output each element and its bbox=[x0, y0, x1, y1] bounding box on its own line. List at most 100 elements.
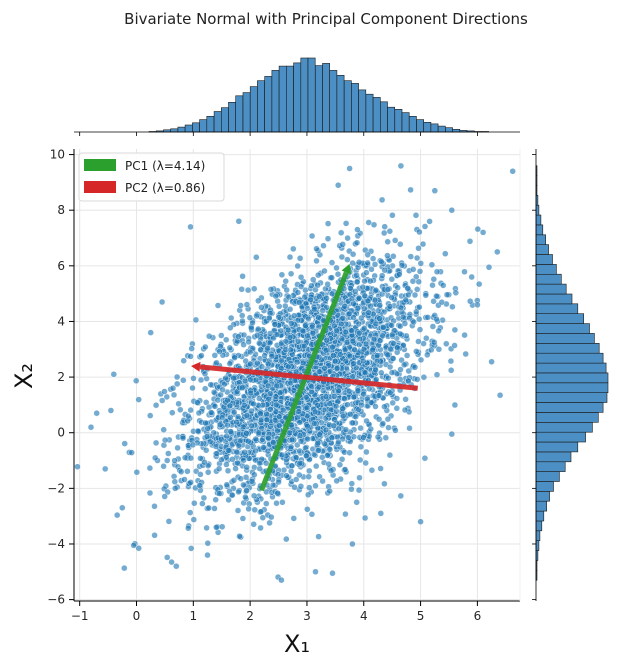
scatter-point bbox=[190, 516, 198, 523]
scatter-point bbox=[313, 245, 320, 253]
scatter-point bbox=[294, 262, 301, 270]
scatter-point bbox=[187, 353, 194, 360]
scatter-point bbox=[369, 255, 377, 262]
scatter-point bbox=[402, 296, 409, 304]
scatter-point bbox=[218, 332, 225, 339]
scatter-point bbox=[255, 297, 262, 304]
scatter-point bbox=[406, 425, 413, 432]
scatter-point bbox=[239, 317, 246, 325]
scatter-point bbox=[250, 492, 258, 499]
scatter-point bbox=[322, 393, 330, 400]
scatter-point bbox=[252, 376, 260, 384]
scatter-point bbox=[187, 454, 195, 462]
scatter-point bbox=[345, 388, 353, 395]
scatter-point bbox=[248, 422, 255, 430]
scatter-point bbox=[165, 450, 172, 457]
legend: PC1 (λ=4.14) PC2 (λ=0.86) bbox=[78, 152, 225, 202]
scatter-point bbox=[188, 345, 195, 352]
marginal-x-bar bbox=[249, 86, 258, 133]
scatter-point bbox=[202, 419, 209, 427]
scatter-point bbox=[300, 359, 307, 367]
scatter-point bbox=[373, 357, 381, 365]
scatter-point bbox=[87, 424, 95, 431]
x-tick-label: 2 bbox=[246, 609, 254, 623]
scatter-point bbox=[304, 435, 311, 443]
scatter-point bbox=[411, 364, 419, 371]
scatter-point bbox=[332, 358, 339, 365]
scatter-point bbox=[273, 401, 280, 408]
scatter-point bbox=[278, 576, 285, 584]
marginal-y-bar bbox=[535, 323, 590, 334]
y-tick-label: 8 bbox=[57, 203, 65, 217]
scatter-point bbox=[243, 487, 250, 494]
scatter-point bbox=[435, 346, 443, 353]
scatter-point bbox=[479, 229, 487, 236]
scatter-point bbox=[294, 338, 302, 345]
scatter-point bbox=[389, 331, 396, 339]
scatter-point bbox=[341, 346, 349, 353]
pc2-arrow-shaft bbox=[199, 364, 418, 391]
scatter-point bbox=[299, 327, 306, 335]
scatter-point bbox=[426, 218, 433, 225]
scatter-point bbox=[353, 272, 360, 279]
scatter-point bbox=[421, 455, 429, 462]
scatter-point bbox=[194, 399, 201, 406]
scatter-point bbox=[297, 274, 305, 281]
scatter-point bbox=[202, 399, 210, 406]
marginal-y-bar bbox=[535, 402, 604, 413]
scatter-point bbox=[267, 286, 275, 293]
scatter-point bbox=[189, 441, 197, 449]
scatter-point bbox=[241, 449, 248, 456]
scatter-point bbox=[509, 168, 516, 175]
scatter-point bbox=[396, 271, 403, 278]
x-tick-label: 1 bbox=[189, 609, 197, 623]
scatter-point bbox=[415, 245, 422, 252]
scatter-point bbox=[433, 292, 440, 300]
scatter-point bbox=[267, 406, 274, 413]
scatter-point bbox=[264, 345, 271, 352]
scatter-point bbox=[240, 341, 247, 348]
scatter-point bbox=[283, 535, 290, 543]
scatter-point bbox=[257, 346, 264, 353]
scatter-point bbox=[341, 395, 348, 402]
scatter-point bbox=[314, 282, 321, 289]
scatter-point bbox=[146, 412, 154, 419]
scatter-point bbox=[314, 402, 321, 409]
scatter-point bbox=[372, 403, 379, 410]
scatter-point bbox=[316, 293, 323, 300]
marginal-x-bar bbox=[278, 65, 287, 133]
scatter-point bbox=[306, 484, 313, 491]
scatter-point bbox=[321, 440, 328, 448]
scatter-point bbox=[309, 330, 317, 337]
scatter-point bbox=[296, 460, 304, 467]
scatter-point bbox=[316, 368, 323, 375]
scatter-point bbox=[257, 410, 264, 417]
scatter-point bbox=[344, 401, 351, 408]
scatter-point bbox=[364, 251, 371, 259]
scatter-point bbox=[135, 545, 142, 552]
scatter-point bbox=[163, 457, 171, 464]
scatter-point bbox=[268, 513, 275, 521]
marginal-x-bar bbox=[408, 116, 417, 133]
scatter-point bbox=[358, 401, 365, 409]
scatter-point bbox=[386, 363, 394, 371]
pc1-arrow-head bbox=[341, 263, 351, 275]
scatter-point bbox=[286, 306, 294, 313]
scatter-point bbox=[342, 357, 349, 365]
scatter-point bbox=[496, 392, 504, 399]
scatter-point bbox=[161, 388, 168, 395]
marginal-y-bar bbox=[535, 342, 600, 354]
scatter-point bbox=[216, 421, 224, 428]
scatter-point bbox=[282, 338, 290, 345]
y-axis-label: X₂ bbox=[10, 363, 38, 389]
scatter-point bbox=[324, 281, 331, 288]
marginal-x-bar bbox=[423, 122, 432, 133]
scatter-point bbox=[184, 468, 191, 475]
scatter-point bbox=[431, 339, 438, 346]
scatter-point bbox=[151, 454, 159, 462]
scatter-point bbox=[293, 476, 300, 483]
scatter-point bbox=[147, 329, 154, 336]
scatter-point bbox=[429, 323, 437, 330]
scatter-point bbox=[237, 475, 245, 482]
